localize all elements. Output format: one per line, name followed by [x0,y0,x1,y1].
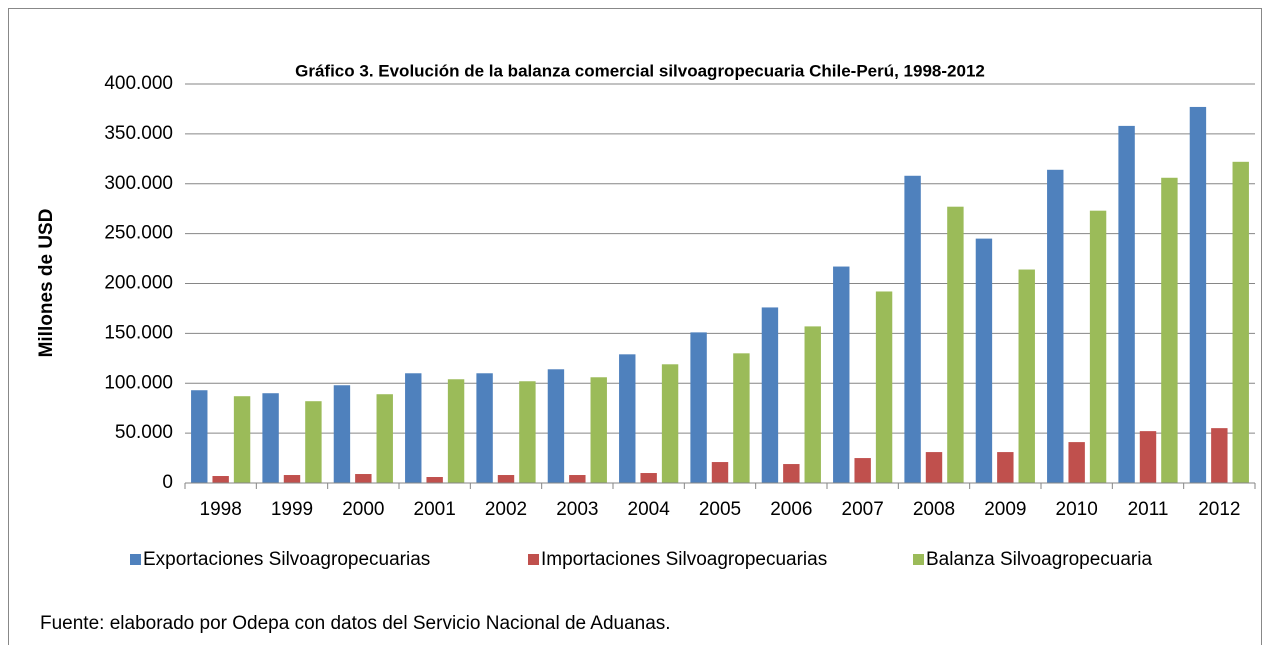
bar [761,307,779,483]
bar [904,175,921,483]
bar [1211,428,1228,483]
y-tick-label: 300.000 [104,173,173,194]
bar [1161,177,1178,483]
y-tick-label: 250.000 [104,223,173,244]
chart-title: Gráfico 3. Evolución de la balanza comer… [295,61,985,80]
legend-label: Balanza Silvoagropecuaria [926,549,1152,570]
bar [854,458,871,483]
x-tick-label: 2007 [842,499,884,520]
bar [783,464,800,483]
bar [975,238,993,483]
legend-swatch [913,554,924,565]
x-tick-label: 2001 [414,499,456,520]
x-tick-label: 2005 [699,499,741,520]
bar [497,475,515,483]
bar [619,354,636,483]
bar [711,462,729,483]
bar [947,206,964,483]
x-tick-label: 1998 [200,499,242,520]
bar [333,385,351,483]
bar [925,452,943,483]
bar [405,373,422,483]
bar [1018,269,1035,483]
x-tick-label: 2000 [342,499,384,520]
bar [733,353,750,483]
x-tick-label: 2002 [485,499,527,520]
x-tick-label: 1999 [271,499,313,520]
legend-label: Exportaciones Silvoagropecuarias [143,549,430,570]
bar [476,373,493,483]
y-tick-label: 100.000 [104,372,173,393]
bar [1068,442,1085,483]
bar [997,452,1014,483]
x-tick-label: 2006 [770,499,812,520]
bar [590,377,607,483]
bar [833,266,850,483]
bar [547,369,565,483]
y-axis-label: Millones de USD [36,209,57,358]
bar [426,477,443,483]
bar [447,379,465,483]
x-tick-label: 2009 [984,499,1026,520]
y-tick-label: 150.000 [104,322,173,343]
bar [305,401,322,483]
bar [355,474,372,483]
x-tick-label: 2012 [1198,499,1240,520]
bar [283,475,301,483]
bar [519,381,536,483]
bar [804,326,821,483]
x-tick-label: 2010 [1056,499,1098,520]
bar [569,475,586,483]
source-note: Fuente: elaborado por Odepa con datos de… [40,613,671,634]
bar [262,393,279,483]
bar [191,390,208,483]
legend-swatch [130,554,141,565]
y-tick-label: 0 [162,472,173,493]
x-tick-label: 2003 [556,499,598,520]
y-tick-label: 50.000 [115,422,173,443]
bar [1089,210,1107,483]
bar [233,396,251,483]
x-tick-label: 2008 [913,499,955,520]
bar [1118,125,1135,484]
x-tick-label: 2011 [1128,499,1169,520]
bar [1047,169,1064,483]
bar [875,291,893,483]
x-tick-label: 2004 [628,499,671,520]
bar [661,364,679,483]
legend-swatch [528,554,539,565]
bar [1232,161,1249,483]
bar [376,394,393,483]
bar [640,473,657,483]
y-tick-label: 350.000 [104,123,173,144]
y-tick-label: 200.000 [104,273,173,294]
legend-label: Importaciones Silvoagropecuarias [541,549,827,570]
bar [212,476,229,483]
y-tick-label: 400.000 [104,73,173,94]
bar [690,332,707,483]
bar [1139,431,1157,483]
bar [1189,106,1207,483]
